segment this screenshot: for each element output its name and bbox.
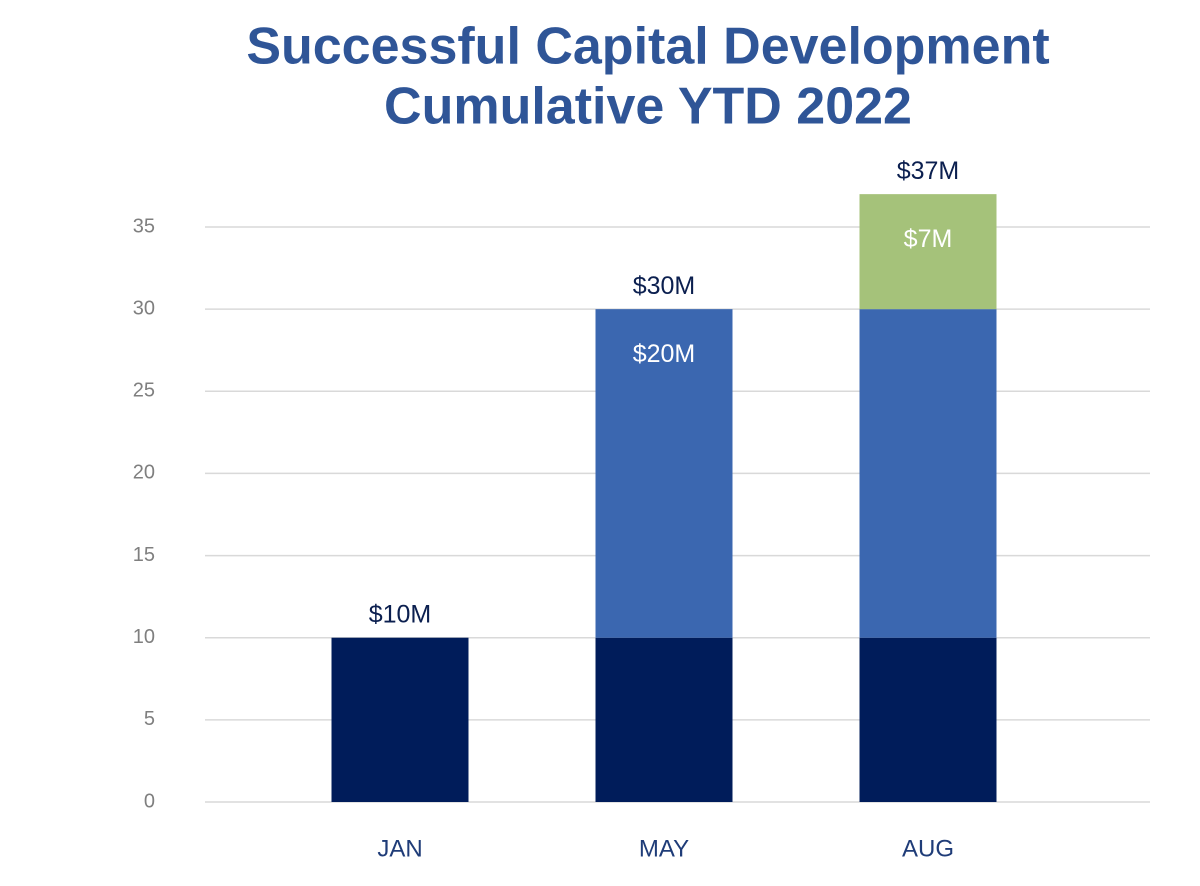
chart-subtitle: Cumulative YTD 2022 — [384, 78, 912, 136]
total-label: $30M — [633, 272, 696, 300]
y-tick-label: 35 — [133, 215, 155, 237]
bar-segment — [595, 637, 733, 802]
y-tick-label: 30 — [133, 297, 155, 319]
bar-segment — [331, 637, 469, 802]
data-label: $7M — [904, 225, 953, 253]
y-tick-label: 20 — [133, 462, 155, 484]
y-tick-label: 5 — [144, 708, 155, 730]
y-tick-label: 25 — [133, 380, 155, 402]
y-tick-label: 10 — [133, 626, 155, 648]
x-tick-label: JAN — [377, 835, 422, 862]
total-label: $10M — [369, 600, 432, 628]
bar-segment — [859, 309, 997, 638]
bar-segment — [859, 194, 997, 310]
x-tick-label: AUG — [902, 835, 954, 862]
bar-segment — [595, 309, 733, 638]
data-label: $20M — [633, 340, 696, 368]
bar-segment — [859, 637, 997, 802]
x-tick-label: MAY — [639, 835, 689, 862]
chart-title: Successful Capital Development — [246, 18, 1049, 76]
y-tick-label: 15 — [133, 544, 155, 566]
y-tick-label: 0 — [144, 790, 155, 812]
total-label: $37M — [897, 157, 960, 185]
